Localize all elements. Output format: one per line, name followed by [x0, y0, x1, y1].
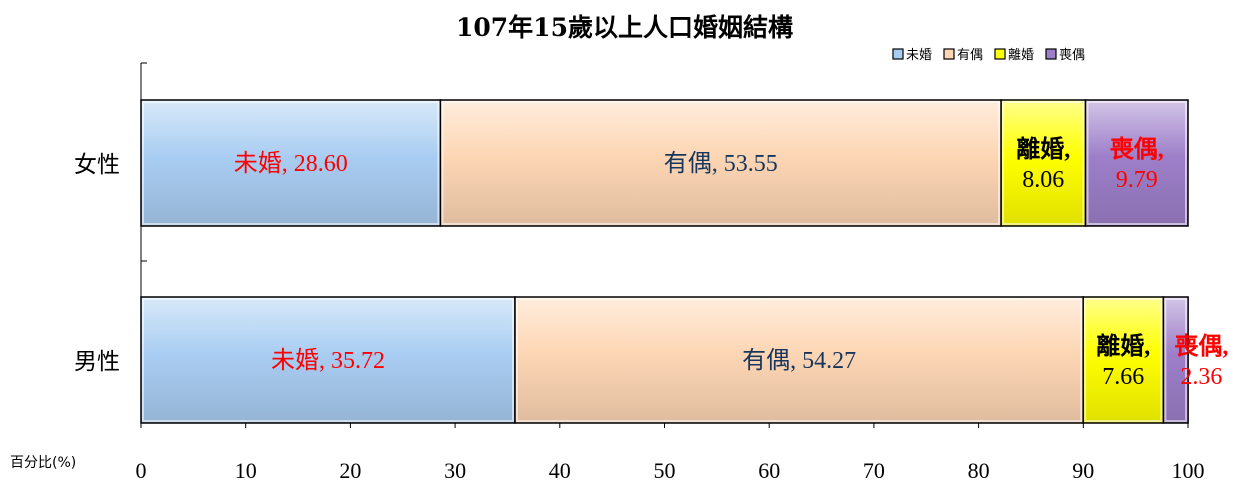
data-label: 離婚, 8.06	[1016, 135, 1070, 193]
chart-title: 107年15歲以上人口婚姻結構	[456, 13, 793, 42]
legend-label: 未婚	[906, 48, 932, 63]
x-tick-label: 60	[758, 458, 780, 483]
bar-bevel	[1084, 298, 1163, 422]
x-tick-label: 70	[863, 458, 885, 483]
bar-bevel	[1002, 101, 1085, 225]
data-label: 未婚, 35.72	[271, 347, 385, 374]
bar-bevel	[142, 298, 514, 422]
x-tick-label: 100	[1172, 458, 1205, 483]
bar-bevel	[1164, 298, 1188, 422]
legend-swatch	[892, 48, 904, 60]
legend-label: 喪偶	[1059, 48, 1085, 63]
legend-swatch	[994, 48, 1006, 60]
x-tick-label: 30	[444, 458, 466, 483]
legend-swatch	[943, 48, 955, 60]
x-tick-label: 80	[968, 458, 990, 483]
x-tick-label: 10	[235, 458, 257, 483]
data-label: 離婚, 7.66	[1096, 332, 1150, 390]
data-label: 喪偶, 9.79	[1110, 135, 1164, 193]
bar-segment	[140, 296, 516, 424]
legend-label: 有偶	[957, 48, 983, 63]
bar-bevel	[1086, 101, 1187, 225]
x-tick-label: 0	[136, 458, 147, 483]
data-label: 喪偶, 2.36	[1174, 332, 1228, 390]
x-tick-label: 50	[654, 458, 676, 483]
data-label: 有偶, 53.55	[664, 150, 778, 177]
x-tick-label: 40	[549, 458, 571, 483]
data-label: 未婚, 28.60	[234, 150, 348, 177]
x-tick-label: 90	[1072, 458, 1094, 483]
x-tick-label: 20	[339, 458, 361, 483]
bar-bevel	[515, 298, 1083, 422]
category-label: 女性	[74, 152, 120, 178]
category-label: 男性	[74, 349, 120, 375]
bar-segment	[1000, 99, 1087, 227]
data-label: 有偶, 54.27	[742, 347, 856, 374]
x-axis-label: 百分比(%)	[10, 455, 77, 471]
bar-segment	[1084, 99, 1189, 227]
bar-segment	[140, 99, 442, 227]
bar-bevel	[441, 101, 1001, 225]
bar-segment	[1162, 296, 1189, 424]
bar-segment	[1082, 296, 1165, 424]
bar-bevel	[142, 101, 440, 225]
legend-swatch	[1045, 48, 1057, 60]
legend-label: 離婚	[1008, 48, 1034, 63]
bar-segment	[514, 296, 1084, 424]
bar-segment	[439, 99, 1002, 227]
